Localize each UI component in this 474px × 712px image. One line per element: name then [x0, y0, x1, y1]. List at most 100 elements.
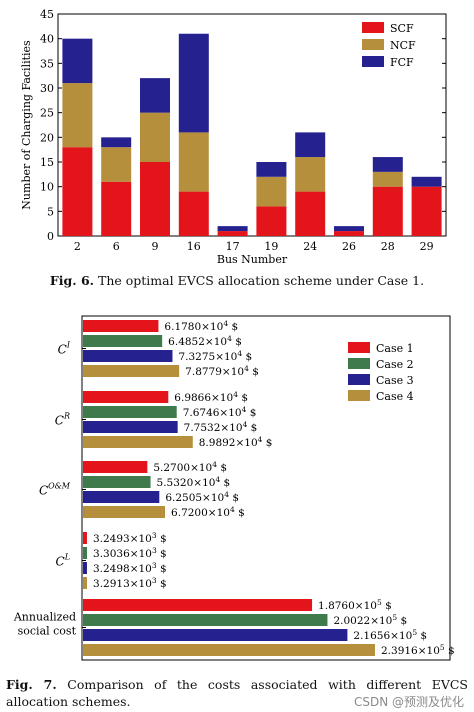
category-label-text: CI [58, 341, 71, 357]
bar-segment-scf [256, 206, 287, 236]
figure-7-caption-text: Comparison of the costs associated with … [6, 677, 468, 709]
plot-frame [57, 13, 447, 237]
data-label: 6.1780×104 $ [164, 319, 238, 333]
bar-segment-ncf [101, 147, 132, 182]
bar-segment-scf [101, 181, 132, 236]
y-tick-label: 35 [40, 57, 54, 70]
legend-swatch-fcf [362, 56, 384, 67]
x-tick-label: 17 [226, 240, 240, 253]
bar-segment-fcf [178, 33, 209, 133]
watermark: CSDN @预测及优化 [353, 695, 464, 709]
data-label: 7.8779×104 $ [185, 364, 259, 378]
bar-segment-ncf [62, 83, 93, 148]
bar-segment-fcf [334, 226, 364, 232]
x-axis-label: Bus Number [217, 253, 288, 266]
bar-case-3 [83, 350, 173, 362]
category-label: CI [58, 341, 71, 357]
legend-swatch-case-1 [348, 342, 370, 353]
bar-segment-fcf [101, 137, 132, 148]
figure-6-caption-text: The optimal EVCS allocation scheme under… [98, 273, 425, 288]
horizontal-bar-chart: CI6.1780×104 $6.4852×104 $7.3275×104 $7.… [13, 315, 455, 661]
x-tick-label: 28 [381, 240, 395, 253]
data-label: 2.0022×105 $ [333, 613, 407, 627]
x-tick-label: 6 [113, 240, 120, 253]
data-label: 3.2498×103 $ [93, 561, 167, 575]
bar-case-2 [83, 614, 328, 626]
bar-segment-ncf [178, 132, 209, 192]
bar-segment-fcf [217, 226, 248, 232]
category-label-text: CR [55, 412, 70, 428]
category-label-text: CL [56, 553, 71, 569]
x-tick-label: 16 [187, 240, 201, 253]
legend-swatch-ncf [362, 39, 384, 50]
bar-segment-scf [140, 162, 170, 236]
bar-case-1 [83, 391, 169, 403]
data-label: 6.2505×104 $ [165, 490, 239, 504]
data-label: 5.5320×104 $ [157, 475, 231, 489]
bar-segment-scf [372, 186, 403, 236]
bar-case-1 [83, 599, 313, 611]
data-label: 7.7532×104 $ [184, 420, 258, 434]
data-label: 6.9866×104 $ [174, 390, 248, 404]
x-tick-label: 29 [420, 240, 434, 253]
bar-segment-fcf [62, 38, 93, 84]
x-tick-label: 9 [152, 240, 159, 253]
figure-6-caption-label: Fig. 6. [49, 273, 95, 288]
bar-case-2 [83, 335, 163, 347]
bar-segment-scf [62, 147, 93, 236]
category-label: CR [55, 412, 70, 428]
bar-segment-scf [178, 191, 209, 236]
data-label: 5.2700×104 $ [153, 460, 227, 474]
data-label: 6.7200×104 $ [171, 505, 245, 519]
figure-6-caption: Fig. 6. The optimal EVCS allocation sche… [6, 272, 468, 289]
figure-7: CI 6.1780×104 $6.4852×104 $7.3275×104 $7.… [0, 312, 474, 668]
figure-6: 0 5 10 15 20 25 30 35 40 45 2 6 9 16 17 19 24 26 28 29 Bus N… [0, 0, 474, 274]
y-tick-label: 5 [47, 205, 54, 218]
data-label: 2.1656×105 $ [353, 628, 427, 642]
category-label-text: social cost [18, 625, 77, 638]
data-label: 2.3916×105 $ [381, 643, 455, 657]
category-label: CO&M [39, 482, 71, 498]
bar-case-2 [83, 547, 88, 559]
legend-label-case-4: Case 4 [376, 390, 414, 403]
bar-segment-fcf [295, 132, 326, 158]
bar-case-1 [83, 532, 87, 544]
bar-case-2 [83, 476, 151, 488]
legend-label-case-3: Case 3 [376, 374, 414, 387]
data-label: 3.2913×103 $ [93, 576, 167, 590]
y-tick-label: 10 [40, 181, 54, 194]
bar-segment-fcf [411, 176, 442, 187]
legend-swatch-case-4 [348, 390, 370, 401]
bar-segment-scf [217, 231, 248, 236]
category-label: CL [56, 553, 71, 569]
legend-label-fcf: FCF [390, 56, 414, 69]
bar-case-4 [83, 365, 180, 377]
bar-case-4 [83, 436, 193, 448]
x-tick-label: 24 [303, 240, 317, 253]
legend-label-case-2: Case 2 [376, 358, 414, 371]
legend-swatch-case-2 [348, 358, 370, 369]
x-tick-label: 2 [74, 240, 81, 253]
bar-case-3 [83, 562, 87, 574]
bar-segment-fcf [256, 162, 287, 177]
legend-swatch-case-3 [348, 374, 370, 385]
bar-case-2 [83, 406, 177, 418]
data-label: 7.6746×104 $ [183, 405, 257, 419]
y-tick-label: 25 [40, 107, 54, 120]
data-label: 7.3275×104 $ [178, 349, 252, 363]
y-tick-label: 0 [47, 230, 54, 243]
bar-segment-ncf [295, 157, 326, 192]
legend-label-ncf: NCF [390, 39, 416, 52]
data-label: 3.3036×103 $ [93, 546, 167, 560]
y-axis-label: Number of Charging Facilities [20, 40, 33, 210]
bar-segment-scf [334, 231, 364, 236]
legend-swatch-scf [362, 22, 384, 33]
data-label: 6.4852×104 $ [168, 334, 242, 348]
y-tick-label: 15 [40, 156, 54, 169]
y-tick-label: 40 [40, 33, 54, 46]
y-tick-label: 30 [40, 82, 54, 95]
bar-segment-scf [411, 186, 442, 236]
bar-segment-fcf [140, 78, 170, 113]
legend-label-scf: SCF [390, 22, 414, 35]
